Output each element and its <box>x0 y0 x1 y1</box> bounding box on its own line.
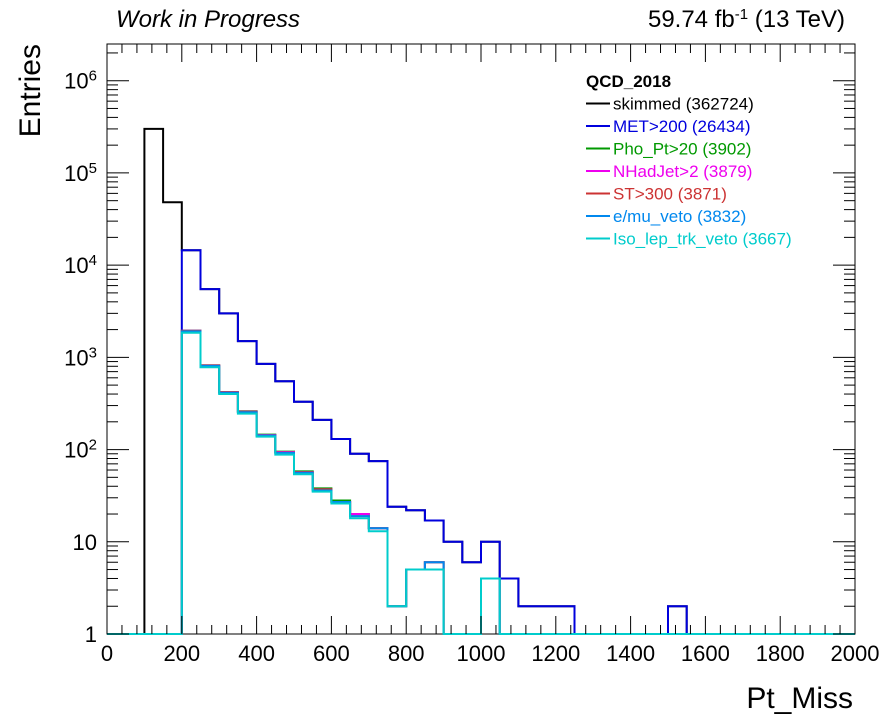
x-tick-label: 2000 <box>831 641 880 666</box>
x-tick-label: 0 <box>101 641 113 666</box>
legend-entry: Pho_Pt>20 (3902) <box>613 140 751 159</box>
x-tick-label: 1400 <box>606 641 655 666</box>
lumi-value: 59.74 fb <box>648 6 735 33</box>
lumi-exponent: -1 <box>735 6 748 23</box>
legend-title: QCD_2018 <box>586 72 671 91</box>
y-tick-label: 1 <box>85 622 97 647</box>
y-tick-label: 102 <box>64 436 97 463</box>
legend-entry: NHadJet>2 (3879) <box>613 162 752 181</box>
x-axis-title: Pt_Miss <box>746 682 853 715</box>
x-tick-label: 200 <box>163 641 200 666</box>
legend-entry: MET>200 (26434) <box>613 117 751 136</box>
axes: 0 200 400 600 800 1000 1200 1400 1600 1800 2000 1 10… <box>64 44 879 666</box>
x-tick-label: 1000 <box>457 641 506 666</box>
legend-entry: skimmed (362724) <box>613 95 754 114</box>
y-axis-title: Entries <box>14 44 47 137</box>
x-tick-label: 1200 <box>531 641 580 666</box>
energy-label: (13 TeV) <box>748 6 845 33</box>
y-tick-label: 104 <box>64 252 97 279</box>
legend-entry: e/mu_veto (3832) <box>613 207 746 226</box>
x-tick-label: 400 <box>238 641 275 666</box>
y-tick-label: 105 <box>64 159 97 186</box>
x-tick-label: 1800 <box>756 641 805 666</box>
series-line-1 <box>107 249 855 635</box>
y-tick-label: 106 <box>64 67 97 94</box>
legend-entry: Iso_lep_trk_veto (3667) <box>613 230 792 249</box>
x-tick-label: 800 <box>388 641 425 666</box>
header-left: Work in Progress <box>116 6 300 33</box>
x-tick-label: 600 <box>313 641 350 666</box>
y-tick-label: 10 <box>73 530 97 555</box>
x-tick-label: 1600 <box>681 641 730 666</box>
series-line-6 <box>107 331 855 635</box>
legend-entry: ST>300 (3871) <box>613 185 727 204</box>
header-right: 59.74 fb-1 (13 TeV) <box>648 6 845 34</box>
y-tick-label: 103 <box>64 344 97 371</box>
histogram-lines <box>107 127 855 635</box>
